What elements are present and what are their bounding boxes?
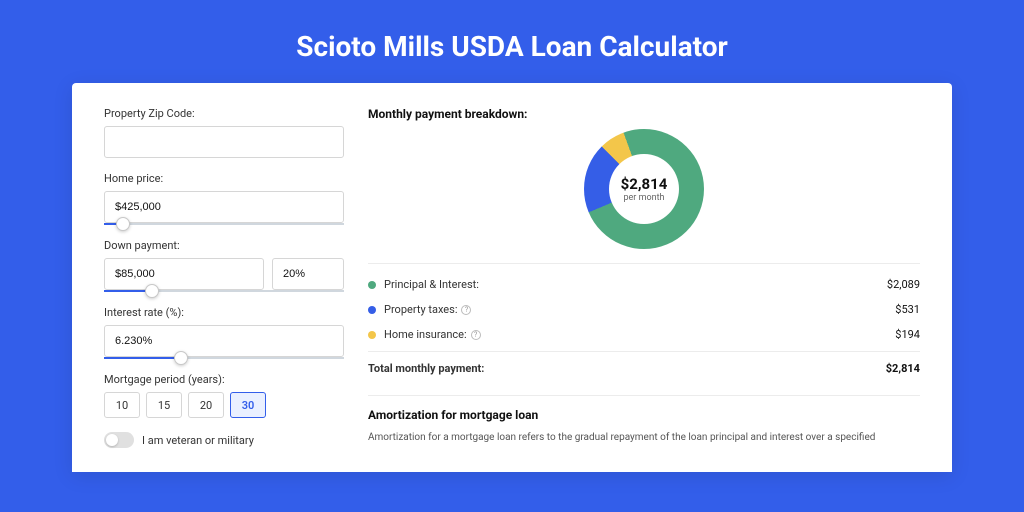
interest-rate-label: Interest rate (%):: [104, 306, 344, 319]
amortization-section: Amortization for mortgage loan Amortizat…: [368, 395, 920, 445]
donut-chart: $2,814 per month: [584, 129, 704, 249]
veteran-row: I am veteran or military: [104, 432, 344, 448]
hero: Scioto Mills USDA Loan Calculator: [0, 0, 1024, 83]
legend-value: $2,089: [887, 278, 920, 291]
home-price-input[interactable]: [104, 191, 344, 223]
legend-row: Home insurance:?$194: [368, 322, 920, 347]
calculator-card: Property Zip Code: Home price: Down paym…: [72, 83, 952, 472]
donut-center: $2,814 per month: [609, 154, 679, 224]
legend: Principal & Interest:$2,089Property taxe…: [368, 263, 920, 381]
period-option-15[interactable]: 15: [146, 392, 182, 418]
page-title: Scioto Mills USDA Loan Calculator: [0, 30, 1024, 63]
interest-rate-field: Interest rate (%):: [104, 306, 344, 359]
mortgage-period-field: Mortgage period (years): 10152030: [104, 373, 344, 418]
veteran-label: I am veteran or military: [142, 434, 254, 447]
down-payment-label: Down payment:: [104, 239, 344, 252]
mortgage-period-label: Mortgage period (years):: [104, 373, 344, 386]
form-panel: Property Zip Code: Home price: Down paym…: [104, 107, 344, 448]
period-option-30[interactable]: 30: [230, 392, 266, 418]
breakdown-title: Monthly payment breakdown:: [368, 107, 920, 121]
amortization-title: Amortization for mortgage loan: [368, 408, 920, 422]
total-label: Total monthly payment:: [368, 362, 886, 375]
interest-rate-slider[interactable]: [104, 357, 344, 359]
interest-rate-input[interactable]: [104, 325, 344, 357]
zip-field: Property Zip Code:: [104, 107, 344, 158]
legend-dot: [368, 331, 376, 339]
veteran-toggle[interactable]: [104, 432, 134, 448]
legend-value: $531: [895, 303, 920, 316]
mortgage-period-options: 10152030: [104, 392, 344, 418]
legend-dot: [368, 306, 376, 314]
donut-wrap: $2,814 per month: [368, 129, 920, 249]
donut-sub: per month: [623, 193, 664, 203]
legend-label: Home insurance:?: [384, 328, 895, 341]
home-price-label: Home price:: [104, 172, 344, 185]
zip-label: Property Zip Code:: [104, 107, 344, 120]
legend-total-row: Total monthly payment:$2,814: [368, 351, 920, 381]
period-option-20[interactable]: 20: [188, 392, 224, 418]
amortization-text: Amortization for a mortgage loan refers …: [368, 430, 920, 445]
home-price-slider[interactable]: [104, 223, 344, 225]
home-price-field: Home price:: [104, 172, 344, 225]
info-icon[interactable]: ?: [461, 305, 471, 315]
legend-label: Principal & Interest:: [384, 278, 887, 291]
info-icon[interactable]: ?: [471, 330, 481, 340]
legend-row: Property taxes:?$531: [368, 297, 920, 322]
legend-label: Property taxes:?: [384, 303, 895, 316]
down-payment-percent-input[interactable]: [272, 258, 344, 290]
donut-value: $2,814: [621, 175, 668, 193]
down-payment-field: Down payment:: [104, 239, 344, 292]
period-option-10[interactable]: 10: [104, 392, 140, 418]
legend-dot: [368, 281, 376, 289]
down-payment-slider[interactable]: [104, 290, 344, 292]
down-payment-slider-thumb[interactable]: [145, 284, 159, 298]
toggle-knob: [106, 434, 118, 446]
total-value: $2,814: [886, 362, 920, 375]
home-price-slider-thumb[interactable]: [116, 217, 130, 231]
breakdown-panel: Monthly payment breakdown: $2,814 per mo…: [368, 107, 920, 448]
zip-input[interactable]: [104, 126, 344, 158]
interest-rate-slider-thumb[interactable]: [174, 351, 188, 365]
legend-value: $194: [895, 328, 920, 341]
down-payment-input[interactable]: [104, 258, 264, 290]
legend-row: Principal & Interest:$2,089: [368, 272, 920, 297]
